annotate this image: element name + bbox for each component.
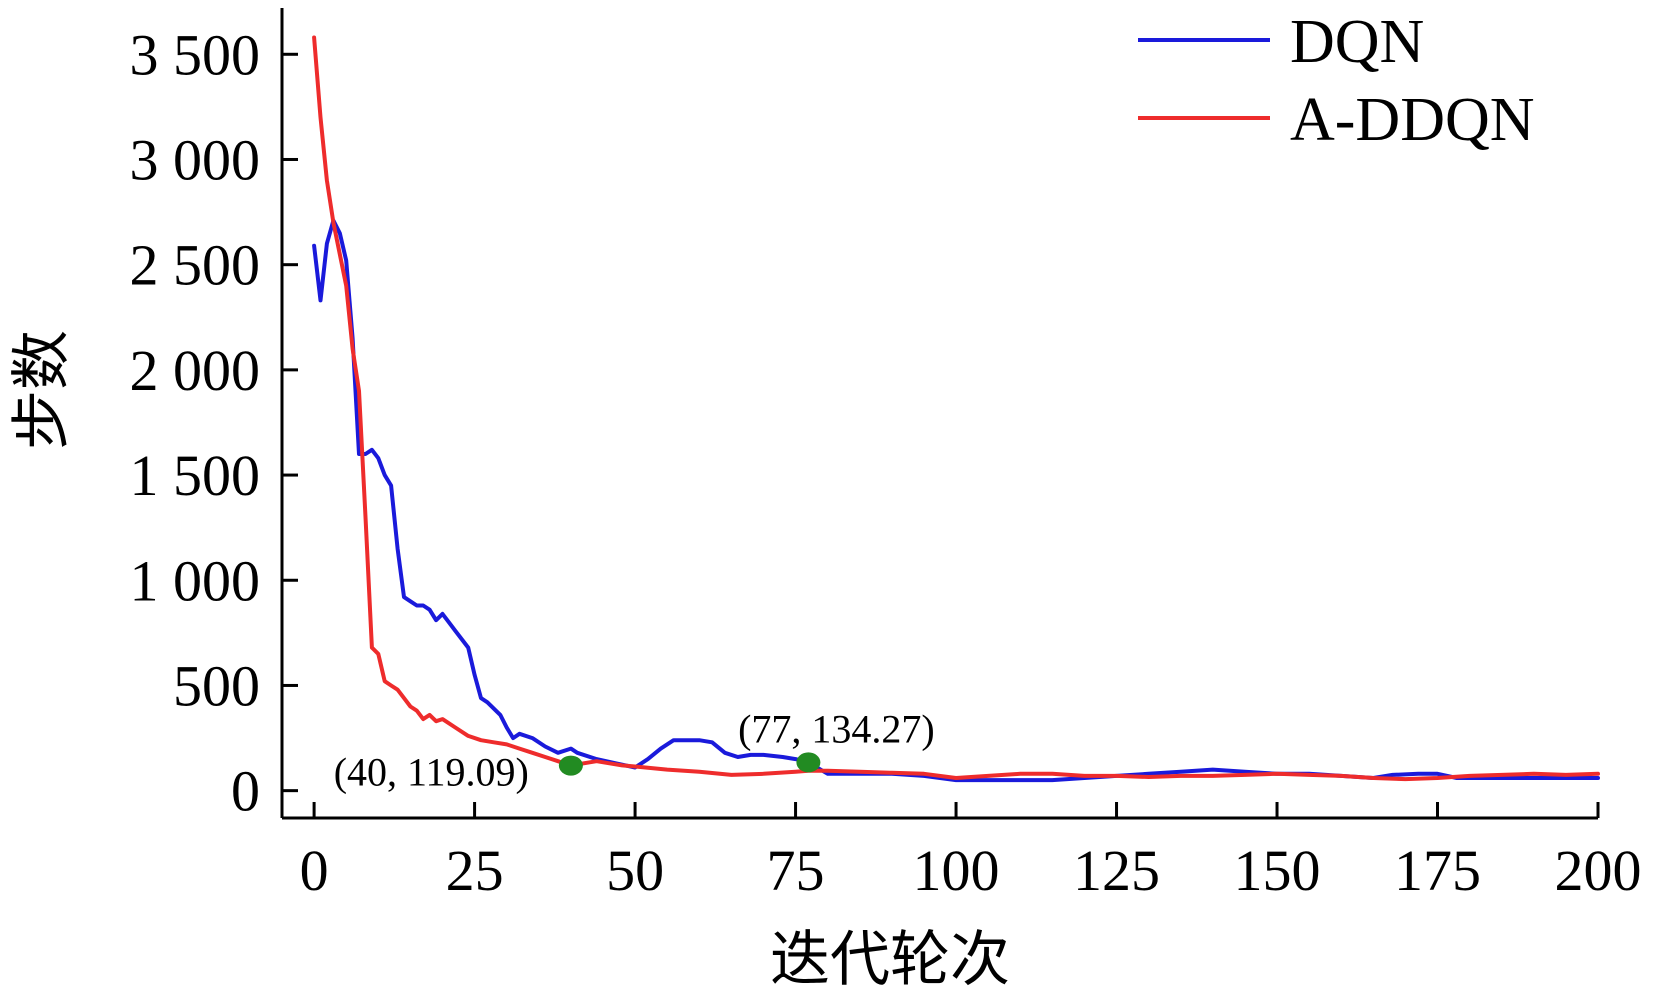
legend: DQN A-DDQN bbox=[1138, 8, 1535, 154]
marker-layer: (40, 119.09) (77, 134.27) bbox=[334, 706, 935, 794]
series-line-a-ddqn bbox=[312, 35, 1600, 782]
highlight-point bbox=[558, 755, 583, 776]
x-tick-label: 25 bbox=[446, 838, 504, 903]
y-tick-label: 500 bbox=[173, 653, 260, 718]
point-annotation: (77, 134.27) bbox=[738, 706, 935, 751]
y-tick-label: 2 000 bbox=[130, 338, 261, 403]
legend-label: A-DDQN bbox=[1290, 86, 1535, 154]
y-tick-label: 2 500 bbox=[130, 233, 261, 298]
x-tick-label: 200 bbox=[1555, 838, 1642, 903]
x-tick-label: 150 bbox=[1234, 838, 1321, 903]
x-tick-label: 100 bbox=[913, 838, 1000, 903]
point-annotation: (40, 119.09) bbox=[334, 750, 529, 795]
x-tick-label: 175 bbox=[1394, 838, 1481, 903]
y-tick-label: 3 000 bbox=[130, 127, 261, 192]
y-axis-title: 步数 bbox=[7, 330, 77, 450]
y-tick-label: 1 500 bbox=[130, 443, 261, 508]
series-line-dqn bbox=[312, 218, 1600, 783]
x-axis-title: 迭代轮次 bbox=[770, 925, 1010, 995]
x-tick-label: 75 bbox=[767, 838, 825, 903]
series-layer bbox=[312, 35, 1600, 783]
x-tick-label: 50 bbox=[606, 838, 664, 903]
ticks: 0 500 1 000 1 500 2 000 2 500 3 000 3 500 0 25 50 7… bbox=[130, 22, 1642, 903]
y-tick-label: 3 500 bbox=[130, 22, 261, 87]
highlight-point bbox=[796, 752, 821, 773]
axes bbox=[280, 8, 1598, 820]
y-tick-label: 0 bbox=[231, 759, 260, 824]
x-tick-label: 125 bbox=[1073, 838, 1160, 903]
legend-label: DQN bbox=[1290, 8, 1424, 76]
x-tick-label: 0 bbox=[300, 838, 329, 903]
y-tick-label: 1 000 bbox=[130, 548, 261, 613]
